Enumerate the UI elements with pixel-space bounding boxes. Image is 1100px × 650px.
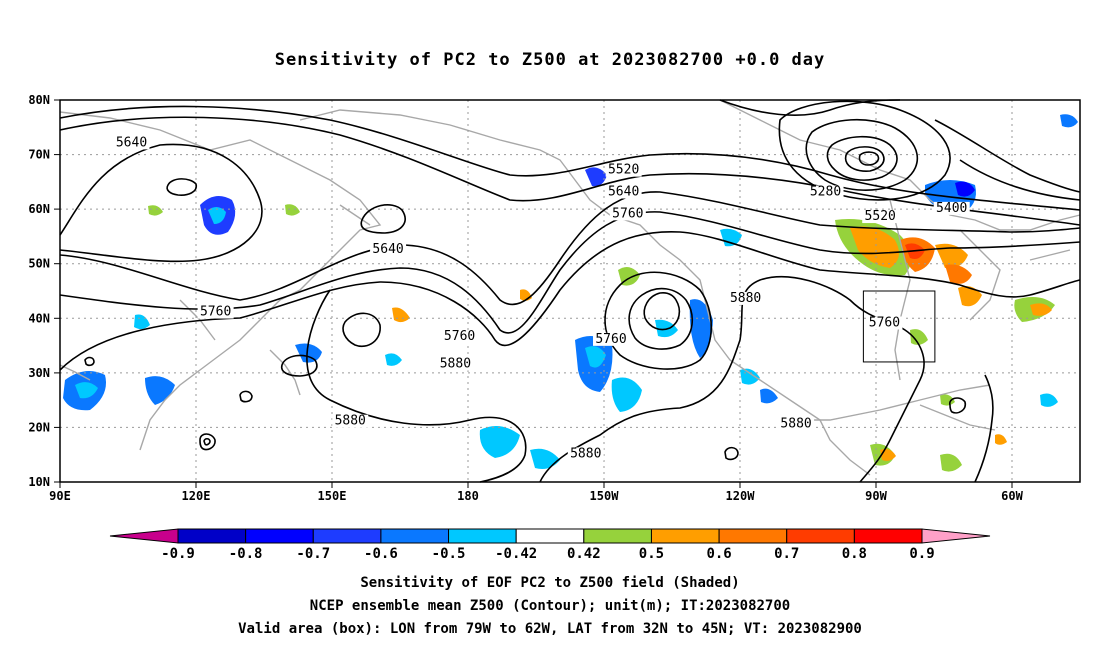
- contour-label-bg: [332, 414, 369, 428]
- contour-label: 5520: [608, 163, 639, 178]
- contour-label-bg: [605, 185, 642, 199]
- lat-label: 60N: [28, 202, 50, 216]
- lat-label: 80N: [28, 93, 50, 107]
- colorbar-tick-label: 0.8: [842, 546, 867, 562]
- lon-label: 90W: [865, 489, 887, 503]
- contour-label: 5880: [780, 416, 811, 431]
- contour-label: 5760: [869, 315, 900, 330]
- contour-label: 5880: [570, 446, 601, 461]
- contour-label: 5760: [200, 305, 231, 320]
- contour-label-bg: [197, 305, 234, 319]
- colorbar-swatch: [380, 528, 450, 544]
- latitude-labels: 80N 70N 60N 50N 40N 30N 20N 10N: [28, 93, 50, 489]
- colorbar-tick-label: -0.7: [296, 546, 330, 562]
- caption-valid-area: Valid area (box): LON from 79W to 62W, L…: [238, 621, 862, 637]
- lat-label: 50N: [28, 257, 50, 271]
- colorbar-tick-label: -0.9: [161, 546, 195, 562]
- lat-label: 30N: [28, 366, 50, 380]
- lon-label: 60W: [1001, 489, 1023, 503]
- colorbar-tick-label: 0.5: [639, 546, 664, 562]
- colorbar-swatch: [650, 528, 720, 544]
- colorbar: -0.9 -0.8 -0.7 -0.6 -0.5 -0.42 0.42 0.5 0.6 0.7 0.…: [109, 528, 991, 562]
- colorbar-swatch: [448, 528, 517, 544]
- lon-label: 150W: [590, 489, 620, 503]
- colorbar-tick-label: 0.7: [774, 546, 799, 562]
- axis-ticks: [54, 99, 1013, 488]
- contour-label: 5760: [444, 329, 475, 344]
- colorbar-tick-label: 0.9: [909, 546, 934, 562]
- contour-label-bg: [933, 201, 970, 215]
- contour-label-bg: [866, 316, 903, 330]
- colorbar-tick-label: -0.6: [364, 546, 398, 562]
- contour-label: 5880: [730, 291, 761, 306]
- contour-label-bg: [807, 185, 844, 199]
- lon-label: 180: [457, 489, 479, 503]
- z500-contours: [59, 99, 1081, 483]
- contour-label: 5280: [810, 185, 841, 200]
- lon-label: 120W: [726, 489, 756, 503]
- colorbar-swatch: [853, 528, 923, 544]
- contour-label: 5760: [612, 206, 643, 221]
- colorbar-low-arrow: [109, 528, 179, 544]
- colorbar-swatch: [583, 528, 652, 544]
- contour-label: 5880: [440, 356, 471, 371]
- contour-label-bg: [593, 332, 630, 346]
- contour-label: 5880: [335, 414, 366, 429]
- colorbar-high-arrow: [921, 528, 991, 544]
- contour-label-bg: [727, 291, 764, 305]
- colorbar-swatch: [312, 528, 382, 544]
- lon-label: 90E: [49, 489, 71, 503]
- contour-label-bg: [862, 210, 899, 224]
- lat-label: 20N: [28, 420, 50, 434]
- graticule: [60, 100, 1080, 482]
- contour-label-bg: [437, 357, 474, 371]
- colorbar-tick-label: -0.42: [495, 546, 537, 562]
- lon-label: 150E: [318, 489, 347, 503]
- map-title: Sensitivity of PC2 to Z500 at 2023082700…: [274, 50, 826, 70]
- colorbar-tick-label: 0.42: [567, 546, 601, 562]
- lat-label: 70N: [28, 148, 50, 162]
- map-frame: [59, 99, 1081, 483]
- longitude-labels: 90E 120E 150E 180 150W 120W 90W 60W: [49, 489, 1023, 503]
- contour-label: 5640: [372, 242, 403, 257]
- contour-label-bg: [605, 163, 642, 177]
- colorbar-tick-label: -0.5: [432, 546, 466, 562]
- contour-label: 5640: [608, 185, 639, 200]
- sensitivity-map: 5640 5520 5640 5760 5280 5400 5520 5640 5760 5760…: [28, 93, 1081, 562]
- contour-label-bg: [113, 136, 150, 150]
- contour-label: 5760: [595, 332, 626, 347]
- colorbar-tick-label: -0.8: [229, 546, 263, 562]
- contour-label-bg: [370, 242, 407, 256]
- colorbar-swatch: [177, 528, 247, 544]
- contour-labels: 5640 5520 5640 5760 5280 5400 5520 5640 5760 5760…: [113, 135, 970, 461]
- colorbar-tick-label: 0.6: [706, 546, 731, 562]
- lat-label: 10N: [28, 475, 50, 489]
- colorbar-swatch: [718, 528, 788, 544]
- contour-label: 5640: [116, 135, 147, 150]
- caption-shaded: Sensitivity of EOF PC2 to Z500 field (Sh…: [360, 575, 740, 591]
- contour-label-bg: [778, 417, 815, 431]
- coastlines: [59, 99, 1081, 476]
- contour-label-bg: [567, 447, 604, 461]
- colorbar-swatch: [786, 528, 855, 544]
- valid-area-box: [862, 290, 936, 363]
- colorbar-swatch: [245, 528, 314, 544]
- caption-contour: NCEP ensemble mean Z500 (Contour); unit(…: [309, 598, 791, 614]
- lat-label: 40N: [28, 311, 50, 325]
- contour-label-bg: [441, 330, 478, 344]
- lon-label: 120E: [182, 489, 211, 503]
- colorbar-swatch: [515, 528, 585, 544]
- contour-label-bg: [609, 207, 646, 221]
- contour-label: 5520: [865, 209, 896, 224]
- contour-label: 5400: [936, 201, 967, 216]
